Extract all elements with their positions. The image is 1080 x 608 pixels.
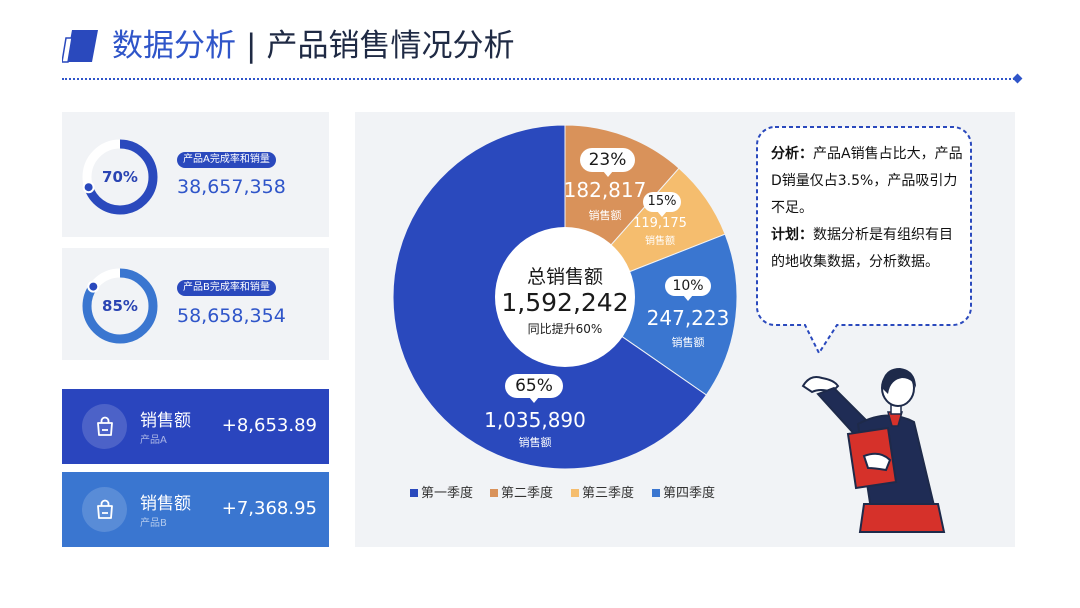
kpi-tag: 产品A完成率和销量 bbox=[177, 152, 276, 168]
sales-value: +7,368.95 bbox=[221, 498, 317, 519]
legend-swatch bbox=[652, 488, 660, 497]
chart-legend: 第一季度 第二季度 第三季度 第四季度 bbox=[410, 486, 730, 502]
legend-swatch bbox=[410, 488, 418, 497]
kpi-value: 58,658,354 bbox=[177, 305, 286, 327]
legend-label: 第三季度 bbox=[582, 486, 635, 501]
plan-content: 数据分析是有组织有目的地收集数据，分析数据。 bbox=[771, 227, 953, 270]
sales-label: 销售额 bbox=[140, 411, 191, 431]
slice-percent-label: 23% bbox=[580, 148, 635, 177]
divider-end-dot bbox=[1012, 73, 1023, 84]
bag-icon-wrapper bbox=[82, 487, 127, 532]
bag-icon-wrapper bbox=[82, 404, 127, 449]
legend-item-q2: 第二季度 bbox=[490, 486, 553, 502]
chart-panel: 总销售额 1,592,242 同比提升60% 65% 1,035,890 销售额… bbox=[355, 112, 1015, 547]
slice-value-label: 182,817 bbox=[563, 178, 647, 202]
analysis-label: 分析： bbox=[771, 146, 813, 162]
presenter-illustration bbox=[801, 368, 946, 533]
completion-percent: 70% bbox=[102, 168, 138, 186]
analysis-text: 分析：产品A销售占比大，产品D销量仅占3.5%，产品吸引力不足。 计划：数据分析… bbox=[771, 141, 966, 276]
chart-center-title: 总销售额 bbox=[526, 266, 603, 288]
slice-value-label: 119,175 bbox=[633, 216, 687, 231]
legend-swatch bbox=[571, 488, 579, 497]
kpi-card-product-b: 85% 产品B完成率和销量 58,658,354 bbox=[62, 248, 329, 360]
sales-value: +8,653.89 bbox=[221, 415, 317, 436]
sales-card-product-a: 销售额 产品A +8,653.89 bbox=[62, 389, 329, 464]
ring-chart bbox=[82, 139, 158, 215]
slice-value-label: 1,035,890 bbox=[484, 408, 586, 432]
sales-product: 产品A bbox=[140, 435, 167, 446]
legend-item-q3: 第三季度 bbox=[571, 486, 634, 502]
legend-label: 第四季度 bbox=[663, 486, 716, 501]
pie-slice bbox=[563, 233, 738, 396]
chart-center-subtitle: 同比提升60% bbox=[527, 322, 603, 336]
legend-swatch bbox=[490, 488, 498, 497]
shopping-bag-icon bbox=[97, 416, 113, 436]
completion-ring-b: 85% bbox=[80, 266, 160, 346]
page-title-main: 数据分析 bbox=[112, 28, 236, 64]
slice-unit-label: 销售额 bbox=[671, 336, 705, 349]
sales-label: 销售额 bbox=[140, 494, 191, 514]
pie-center-hole bbox=[495, 227, 635, 367]
page-title: 数据分析 | 产品销售情况分析 bbox=[112, 26, 514, 66]
document-icon bbox=[62, 30, 98, 63]
legend-label: 第二季度 bbox=[501, 486, 554, 501]
ring-chart bbox=[82, 268, 158, 344]
slice-value-label: 247,223 bbox=[646, 306, 730, 330]
header-divider bbox=[62, 78, 1018, 80]
completion-ring-a: 70% bbox=[80, 137, 160, 217]
page-header: 数据分析 | 产品销售情况分析 bbox=[62, 26, 1022, 66]
legend-item-q1: 第一季度 bbox=[410, 486, 473, 502]
speech-bubble bbox=[756, 126, 972, 356]
slice-unit-label: 销售额 bbox=[588, 209, 622, 222]
slice-unit-label: 销售额 bbox=[645, 236, 675, 247]
sales-product: 产品B bbox=[140, 518, 167, 529]
page-title-sub: 产品销售情况分析 bbox=[266, 28, 515, 64]
shopping-bag-icon bbox=[97, 499, 113, 519]
slice-unit-label: 销售额 bbox=[518, 436, 552, 449]
kpi-card-product-a: 70% 产品A完成率和销量 38,657,358 bbox=[62, 112, 329, 237]
legend-item-q4: 第四季度 bbox=[652, 486, 715, 502]
completion-percent: 85% bbox=[102, 297, 138, 315]
plan-label: 计划： bbox=[771, 227, 813, 243]
slice-percent-label: 10% bbox=[665, 276, 711, 301]
sales-card-product-b: 销售额 产品B +7,368.95 bbox=[62, 472, 329, 547]
kpi-value: 38,657,358 bbox=[177, 176, 286, 198]
legend-label: 第一季度 bbox=[421, 486, 474, 501]
chart-center-total: 1,592,242 bbox=[501, 288, 629, 317]
kpi-tag: 产品B完成率和销量 bbox=[177, 280, 276, 296]
slice-percent-label: 65% bbox=[505, 374, 563, 403]
slice-percent-label: 15% bbox=[643, 192, 681, 217]
title-separator: | bbox=[246, 28, 257, 64]
analysis-content: 产品A销售占比大，产品D销量仅占3.5%，产品吸引力不足。 bbox=[771, 146, 963, 216]
